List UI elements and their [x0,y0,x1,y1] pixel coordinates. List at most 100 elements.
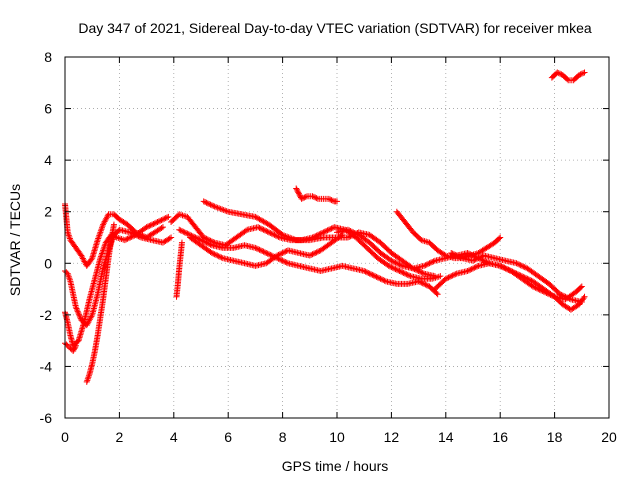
data-point [323,228,330,235]
data-point [208,238,215,245]
data-point [310,193,317,200]
data-point [130,233,136,240]
data-point [387,263,394,270]
x-tick-label: 0 [61,429,69,445]
data-point [325,226,332,233]
data-point [104,212,111,219]
data-point [416,268,423,275]
data-point [255,246,262,253]
data-point [75,311,82,318]
data-point [559,292,566,299]
data-point [347,228,354,235]
data-point [497,234,504,241]
data-point [392,266,399,273]
data-point [264,250,271,257]
data-point [314,231,321,238]
data-point [264,228,271,235]
data-point [525,276,532,283]
data-point [350,229,357,236]
data-point [437,273,444,280]
data-point [425,260,432,267]
data-point [261,227,268,234]
data-point [208,202,215,209]
series-track-m [393,208,504,262]
data-point [255,224,262,231]
data-point [513,260,520,267]
series-track-e [83,221,117,385]
data-point [266,229,272,236]
data-point [478,253,485,260]
data-point [397,268,404,275]
data-point [321,228,328,235]
data-point [279,257,286,264]
data-point [128,233,135,240]
data-point [554,69,561,76]
data-point [210,202,217,209]
data-point [165,213,172,220]
data-point [312,249,319,256]
data-point [212,251,219,258]
data-point [184,230,191,237]
data-point [300,195,306,202]
data-point [368,271,374,278]
data-point [72,304,79,311]
data-point [421,280,428,287]
series-track-k [293,185,340,205]
data-point [314,248,321,255]
data-point [397,262,404,269]
data-point [400,269,407,276]
data-point [123,236,130,243]
data-point [404,271,411,278]
data-point [164,214,170,221]
data-point [470,257,476,264]
data-point [210,239,217,246]
x-tick-label: 20 [601,429,617,445]
data-point [446,273,453,280]
x-tick-label: 14 [438,429,454,445]
data-point [448,249,455,256]
series-track-h [168,211,444,282]
series-track-j [187,231,346,269]
data-point [348,228,355,235]
data-point [310,250,317,257]
series-track-n [431,260,588,313]
data-point [271,231,278,238]
data-point [391,258,398,265]
data-point [207,237,214,244]
data-point [127,234,134,241]
data-point [518,262,525,269]
data-point [380,277,387,284]
data-point [63,341,70,348]
data-point [71,345,78,352]
data-point [389,264,396,271]
data-point [282,248,289,255]
series-track-g [176,226,441,298]
data-point [474,263,481,270]
data-point [149,221,156,228]
data-point [260,248,267,255]
data-point [377,275,384,282]
data-point [302,193,309,200]
data-point [334,198,340,205]
data-point [363,269,370,276]
data-point [203,235,210,242]
data-point [512,269,519,276]
data-point [467,266,474,273]
data-point [472,256,479,263]
data-point [369,271,376,278]
data-point [418,269,425,276]
data-point [75,309,82,316]
data-point [498,263,505,270]
data-point [210,250,217,257]
data-point [426,260,433,267]
data-point [516,261,523,268]
data-point [313,249,320,256]
data-point [581,293,588,300]
data-point [151,220,158,227]
data-point [388,257,395,264]
data-point [259,226,266,233]
data-point [272,232,279,239]
data-point [423,261,430,268]
data-point [328,225,335,232]
data-point [518,273,525,280]
